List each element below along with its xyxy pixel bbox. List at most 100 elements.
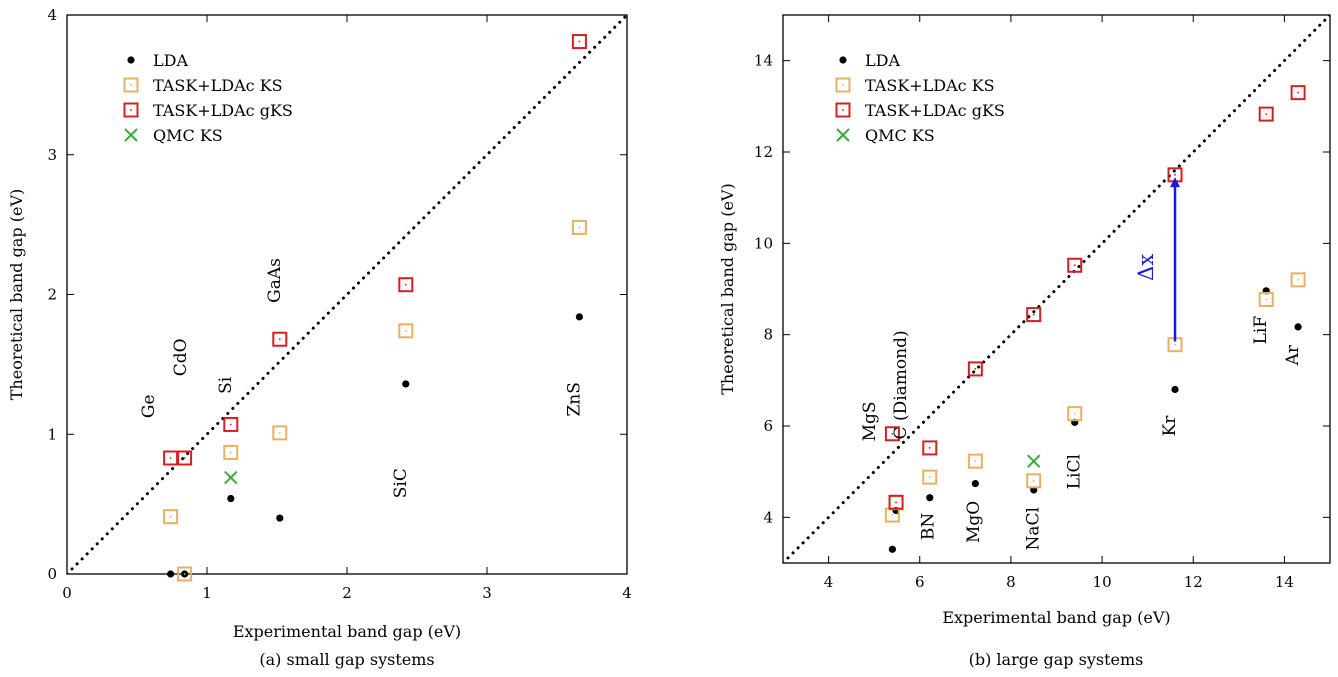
data-point	[1067, 406, 1083, 422]
legend-marker	[836, 128, 850, 142]
data-point	[224, 470, 238, 485]
square-center	[928, 447, 931, 449]
square-outline	[1258, 106, 1274, 122]
data-point	[971, 479, 979, 488]
data-point	[167, 570, 175, 578]
square-center	[578, 226, 581, 229]
y-tick-label: 0	[47, 565, 57, 583]
panel-large-gap: 4 6 8 10 12 14 4 6 8 10 12 14 Δx MgS C (Diamond) BN MgO N…	[718, 14, 1331, 669]
data-point	[1026, 473, 1042, 489]
square-outline	[835, 102, 851, 118]
y-tick-label: 12	[754, 143, 773, 161]
data-point	[1258, 106, 1274, 122]
square-center	[130, 109, 132, 111]
legend-label: TASK+LDAc gKS	[153, 101, 293, 120]
square-center	[895, 501, 897, 504]
square-outline	[272, 425, 288, 441]
plot-frame	[782, 14, 1331, 564]
x-axis-label: Experimental band gap (eV)	[942, 608, 1170, 627]
square-center	[891, 514, 894, 516]
square-outline	[1290, 85, 1306, 101]
square-center	[974, 460, 977, 463]
y-tick-label: 1	[47, 425, 57, 443]
data-point	[575, 313, 584, 321]
data-point	[571, 219, 587, 235]
cross-stroke	[836, 128, 850, 142]
square-outline	[1067, 406, 1083, 422]
x-tick-label: 4	[622, 584, 632, 602]
square-outline	[1026, 473, 1042, 489]
square-center	[229, 423, 232, 426]
square-center	[130, 84, 132, 86]
y-axis-label: Theoretical band gap (eV)	[718, 183, 737, 394]
panel-small-gap: 0 1 2 3 4 0 1 2 3 4 Ge CdO Si GaAs SiC ZnS LDA TASK+LDAc …	[7, 6, 632, 669]
square-center	[1032, 479, 1035, 482]
legend-marker	[123, 102, 139, 118]
square-center	[404, 329, 407, 332]
x-tick-label: 14	[1275, 573, 1294, 591]
y-tick-label: 14	[754, 52, 773, 70]
data-point	[223, 444, 239, 460]
label-gaas: GaAs	[265, 258, 285, 303]
legend-label: TASK+LDAc gKS	[865, 101, 1005, 120]
square-outline	[835, 77, 851, 93]
data-point	[272, 331, 288, 347]
square-center	[183, 573, 186, 575]
square-outline	[223, 444, 239, 460]
data-point	[888, 494, 904, 510]
data-point	[402, 380, 410, 388]
x-tick-label: 8	[1006, 573, 1016, 591]
square-outline	[922, 469, 938, 485]
square-outline	[1026, 307, 1042, 323]
data-point	[888, 545, 897, 553]
delta-arrow-label: Δx	[1134, 254, 1158, 281]
diagonal-line	[783, 15, 1330, 563]
square-center	[1265, 113, 1268, 115]
delta-arrow-head	[1170, 177, 1181, 188]
square-outline	[163, 509, 179, 525]
square-outline	[1290, 272, 1306, 288]
data-point	[571, 34, 587, 50]
label-si: Si	[216, 376, 236, 394]
square-center	[229, 451, 232, 454]
panel-caption: (a) small gap systems	[259, 650, 434, 669]
y-tick-label: 2	[47, 286, 57, 304]
data-point	[926, 494, 934, 502]
square-outline	[272, 331, 288, 347]
square-outline	[123, 102, 139, 118]
x-axis-label: Experimental band gap (eV)	[233, 622, 461, 641]
label-licl: LiCl	[1064, 454, 1084, 489]
data-point	[163, 509, 179, 525]
legend-marker	[124, 128, 138, 142]
legend-marker	[127, 56, 135, 64]
data-point	[1290, 85, 1306, 101]
square-center	[404, 283, 407, 286]
x-tick-label: 1	[202, 584, 212, 602]
square-center	[842, 84, 844, 86]
legend-marker	[839, 56, 847, 64]
data-point	[276, 514, 284, 522]
data-point	[1026, 307, 1042, 323]
square-outline	[922, 440, 938, 456]
data-point	[884, 426, 900, 442]
series-qmc-ks	[1027, 454, 1041, 468]
square-outline	[398, 277, 414, 293]
square-center	[278, 431, 281, 434]
y-tick-label: 8	[763, 326, 773, 344]
label-ar: Ar	[1283, 344, 1303, 366]
square-outline	[177, 450, 193, 466]
square-center	[1297, 278, 1299, 281]
plot-frame	[66, 14, 628, 575]
data-point	[1067, 257, 1083, 273]
data-point	[922, 440, 938, 456]
legend-label: QMC KS	[865, 126, 935, 145]
legend-label: QMC KS	[153, 126, 223, 145]
square-center	[1174, 343, 1176, 346]
square-outline	[1258, 292, 1274, 308]
legend: LDA TASK+LDAc KS TASK+LDAc gKS QMC KS	[123, 51, 293, 145]
square-outline	[888, 494, 904, 510]
data-point	[223, 416, 239, 432]
x-tick-label: 0	[62, 584, 72, 602]
square-center	[1297, 91, 1299, 94]
